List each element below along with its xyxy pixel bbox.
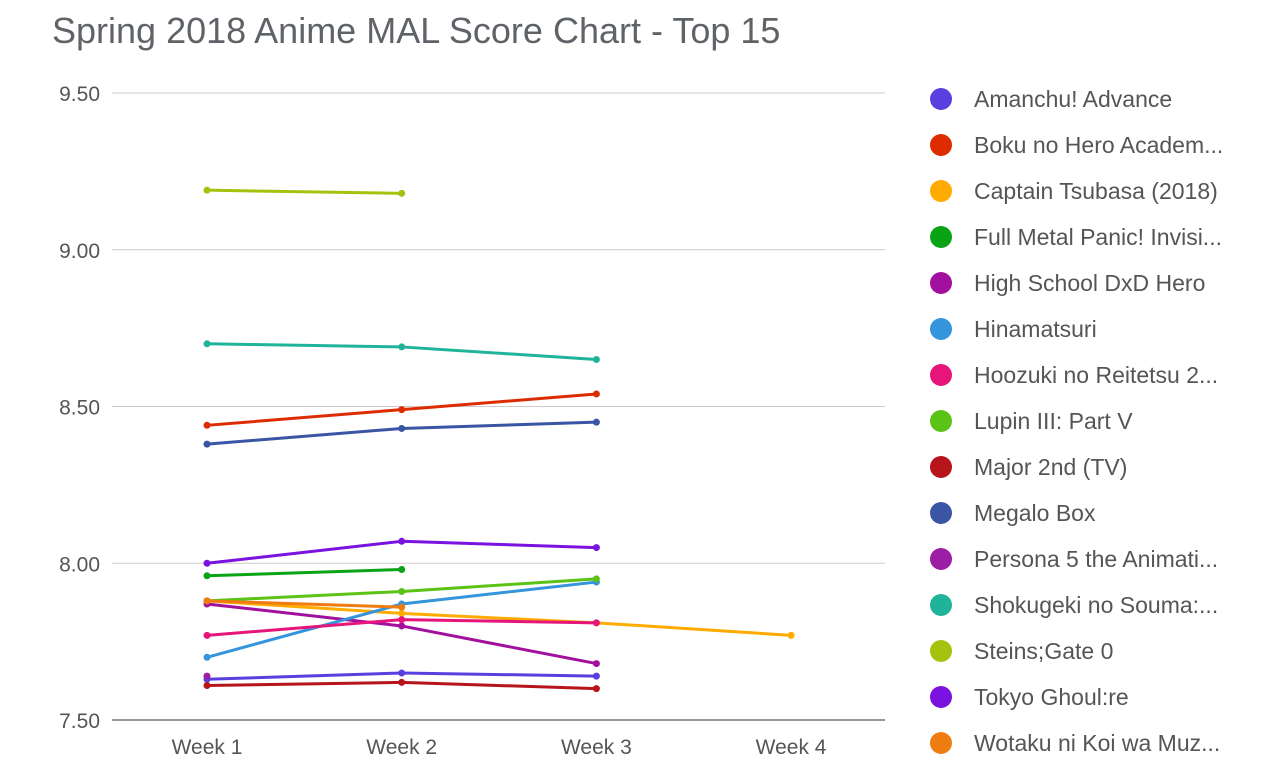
legend-item[interactable]: Wotaku ni Koi wa Muz... xyxy=(930,720,1270,766)
legend-label: Boku no Hero Academ... xyxy=(974,131,1224,158)
legend-swatch xyxy=(930,410,952,432)
data-point xyxy=(398,566,406,574)
data-point xyxy=(203,597,211,605)
data-point xyxy=(592,660,600,668)
data-point xyxy=(398,587,406,595)
legend-item[interactable]: Major 2nd (TV) xyxy=(930,444,1270,490)
legend-label: Steins;Gate 0 xyxy=(974,637,1114,664)
data-point xyxy=(203,421,211,429)
data-point xyxy=(398,343,406,351)
legend-label: Full Metal Panic! Invisi... xyxy=(974,223,1222,250)
legend-label: Major 2nd (TV) xyxy=(974,453,1128,480)
data-point xyxy=(203,631,211,639)
legend-item[interactable]: Shokugeki no Souma:... xyxy=(930,582,1270,628)
data-point xyxy=(203,186,211,194)
data-point xyxy=(592,619,600,627)
legend-item[interactable]: Megalo Box xyxy=(930,490,1270,536)
legend-label: Persona 5 the Animati... xyxy=(974,545,1219,572)
data-point xyxy=(203,682,211,690)
legend-swatch xyxy=(930,272,952,294)
legend-label: Megalo Box xyxy=(974,499,1096,526)
legend-label: Captain Tsubasa (2018) xyxy=(974,177,1218,204)
legend-swatch xyxy=(930,594,952,616)
legend-swatch xyxy=(930,548,952,570)
data-point xyxy=(592,672,600,680)
legend-item[interactable]: Hinamatsuri xyxy=(930,306,1270,352)
legend-label: Hoozuki no Reitetsu 2... xyxy=(974,361,1219,388)
data-point xyxy=(592,355,600,363)
legend-label: Shokugeki no Souma:... xyxy=(974,591,1219,618)
y-tick-label: 8.50 xyxy=(59,397,100,420)
legend-label: Wotaku ni Koi wa Muz... xyxy=(974,729,1221,756)
data-point xyxy=(398,669,406,677)
data-point xyxy=(398,616,406,624)
x-tick-label: Week 1 xyxy=(172,736,243,759)
data-point xyxy=(787,631,795,639)
y-tick-label: 9.00 xyxy=(59,240,100,263)
legend-item[interactable]: Amanchu! Advance xyxy=(930,76,1270,122)
legend-label: Lupin III: Part V xyxy=(974,407,1133,434)
legend-swatch xyxy=(930,640,952,662)
legend-label: Hinamatsuri xyxy=(974,315,1097,342)
legend-swatch xyxy=(930,318,952,340)
legend-item[interactable]: Tokyo Ghoul:re xyxy=(930,674,1270,720)
legend-swatch xyxy=(930,686,952,708)
data-point xyxy=(398,406,406,414)
data-point xyxy=(398,603,406,611)
legend-label: High School DxD Hero xyxy=(974,269,1206,296)
data-point xyxy=(398,537,406,545)
legend-swatch xyxy=(930,732,952,754)
series-line xyxy=(206,599,402,609)
chart-title: Spring 2018 Anime MAL Score Chart - Top … xyxy=(52,10,781,51)
data-point xyxy=(203,672,211,680)
legend-item[interactable]: Hoozuki no Reitetsu 2... xyxy=(930,352,1270,398)
legend-swatch xyxy=(930,364,952,386)
data-point xyxy=(592,575,600,583)
y-tick-label: 7.50 xyxy=(59,710,100,733)
data-point xyxy=(592,390,600,398)
legend-swatch xyxy=(930,134,952,156)
y-tick-label: 8.00 xyxy=(59,553,100,576)
data-point xyxy=(203,559,211,567)
series-line xyxy=(206,188,402,195)
data-point xyxy=(398,678,406,686)
data-point xyxy=(592,685,600,693)
legend-item[interactable]: Persona 5 the Animati... xyxy=(930,536,1270,582)
legend-item[interactable]: Boku no Hero Academ... xyxy=(930,122,1270,168)
x-tick-label: Week 4 xyxy=(756,736,827,759)
legend-swatch xyxy=(930,226,952,248)
legend-swatch xyxy=(930,456,952,478)
series-line xyxy=(206,599,792,637)
data-point xyxy=(398,622,406,630)
data-point xyxy=(203,653,211,661)
data-point xyxy=(398,189,406,197)
legend-swatch xyxy=(930,502,952,524)
y-tick-label: 9.50 xyxy=(59,83,100,106)
data-point xyxy=(398,424,406,432)
legend-item[interactable]: Steins;Gate 0 xyxy=(930,628,1270,674)
data-point xyxy=(592,418,600,426)
data-point xyxy=(203,440,211,448)
legend-item[interactable]: Captain Tsubasa (2018) xyxy=(930,168,1270,214)
legend-item[interactable]: High School DxD Hero xyxy=(930,260,1270,306)
legend-item[interactable]: Full Metal Panic! Invisi... xyxy=(930,214,1270,260)
x-tick-label: Week 3 xyxy=(561,736,632,759)
data-point xyxy=(398,609,406,617)
chart-legend: Amanchu! Advance Boku no Hero Academ... Ca… xyxy=(930,76,1270,766)
legend-item[interactable]: Lupin III: Part V xyxy=(930,398,1270,444)
x-tick-label: Week 2 xyxy=(366,736,437,759)
legend-swatch xyxy=(930,88,952,110)
legend-swatch xyxy=(930,180,952,202)
legend-label: Amanchu! Advance xyxy=(974,85,1173,112)
data-point xyxy=(203,340,211,348)
data-point xyxy=(203,572,211,580)
series-line xyxy=(206,568,402,578)
data-point xyxy=(592,544,600,552)
legend-label: Tokyo Ghoul:re xyxy=(974,683,1129,710)
